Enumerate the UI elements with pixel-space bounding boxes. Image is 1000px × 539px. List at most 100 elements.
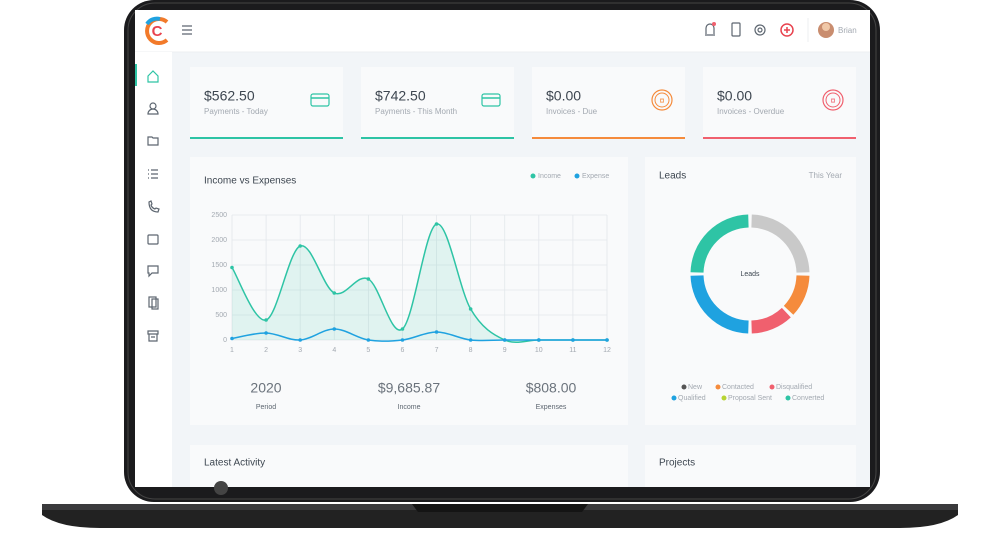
user-menu[interactable]: Brian [818,22,857,38]
stat-card[interactable]: $0.00 Invoices - Overdue ¤ [703,67,856,139]
menu-toggle[interactable] [182,25,192,35]
donut-segment [690,275,749,334]
nav-home[interactable] [147,70,159,83]
point [468,307,473,311]
card-icon [481,93,501,107]
active-indicator [135,64,137,86]
legend-swatch [721,395,727,401]
x-tick-label: 10 [535,347,543,354]
leads-panel [645,157,856,425]
donut-segment [751,214,810,273]
logo[interactable]: C [145,16,169,45]
nav-docs[interactable] [148,296,159,310]
legend-label[interactable]: Disqualified [776,384,812,391]
legend-swatch [769,384,775,390]
legend-label[interactable]: Qualified [678,395,706,402]
card-accent [361,137,514,139]
x-tick-label: 2 [264,347,268,354]
point [332,327,337,331]
add-new[interactable] [780,23,794,37]
income-panel [190,157,628,425]
nav-support[interactable] [147,265,159,278]
legend-label[interactable]: Income [538,173,561,180]
user-name: Brian [838,26,857,35]
logo-letter: C [152,23,163,40]
point [605,338,609,342]
coin-icon-inner [654,92,670,108]
x-tick-label: 12 [603,347,611,354]
nav-archive[interactable] [147,330,159,342]
nav-projects[interactable] [147,136,159,146]
stat-card[interactable]: $742.50 Payments - This Month [361,67,514,139]
base-notch [412,504,588,512]
point [571,338,575,342]
coin-icon [822,89,844,111]
card-label: Payments - This Month [375,107,457,116]
point [298,338,302,342]
nav-tasks[interactable] [148,169,158,179]
card-accent [190,137,343,139]
card-label: Invoices - Due [546,107,598,116]
nav-calls[interactable] [148,200,160,213]
card-value: $562.50 [204,88,255,104]
settings[interactable] [754,24,766,36]
y-tick-label: 0 [223,337,227,344]
legend-label[interactable]: Converted [792,395,824,402]
card-value: $0.00 [717,88,752,104]
point [366,277,371,281]
x-tick-label: 9 [503,347,507,354]
point [264,331,268,335]
donut-segment [783,275,810,315]
period-filter[interactable]: This Year [809,171,843,180]
card-label: Invoices - Overdue [717,107,785,116]
y-tick-label: 2500 [211,212,227,219]
panel-title: Projects [659,458,695,469]
point [366,338,371,342]
x-tick-label: 1 [230,347,234,354]
nav-customers[interactable] [147,102,159,115]
sidebar [135,52,172,487]
chart-title: Income vs Expenses [204,176,296,187]
card-bg [703,67,856,139]
card-bg [190,67,343,139]
legend-swatch [715,384,721,390]
area [232,223,607,343]
donut-center-label: Leads [740,271,760,278]
y-tick-label: 2000 [211,237,227,244]
logo-ring [145,17,169,45]
point [400,338,405,342]
laptop-base [42,507,958,528]
summary-value: $9,685.87 [378,380,440,396]
lid-edge [127,2,877,500]
card-icon [310,93,330,107]
stat-card[interactable]: $562.50 Payments - Today [190,67,343,139]
summary-value: 2020 [250,380,281,396]
mobile[interactable] [731,22,741,37]
x-tick-label: 11 [569,347,576,354]
summary-label: Expenses [536,404,567,411]
coin-icon [651,89,673,111]
y-tick-label: 500 [215,312,227,319]
nav-wallet[interactable] [147,234,159,245]
legend-label[interactable]: Expense [582,173,609,180]
legend-label[interactable]: Contacted [722,384,754,391]
legend-swatch [574,173,580,179]
card-label: Payments - Today [204,107,268,116]
coin-icon-inner [825,92,841,108]
coin-symbol: ¤ [659,95,664,105]
x-tick-label: 6 [401,347,405,354]
card-value: $0.00 [546,88,581,104]
avatar-face [822,23,830,31]
notifications[interactable] [705,22,716,36]
point [332,291,337,295]
legend-label[interactable]: New [688,384,703,391]
legend-label[interactable]: Proposal Sent [728,395,772,402]
summary-value: $808.00 [526,380,577,396]
donut-segment [690,214,749,273]
point [264,318,268,322]
legend-swatch [530,173,536,179]
donut-segment [751,307,791,334]
card-value: $742.50 [375,88,426,104]
legend-swatch [785,395,791,401]
stat-card[interactable]: $0.00 Invoices - Due ¤ [532,67,685,139]
